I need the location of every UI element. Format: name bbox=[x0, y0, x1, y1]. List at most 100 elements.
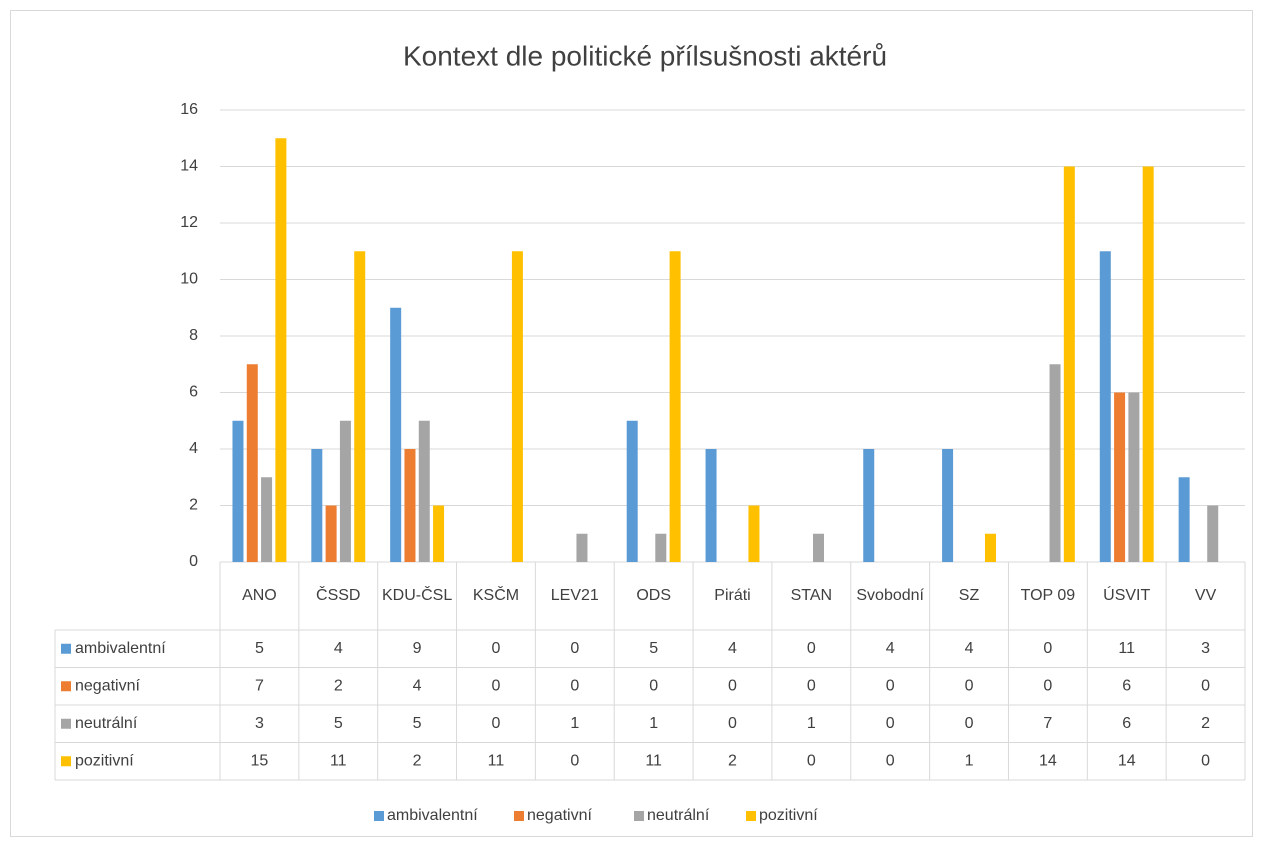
bar bbox=[655, 533, 667, 562]
table-cell: 0 bbox=[807, 752, 816, 769]
bar bbox=[339, 420, 351, 562]
table-cell: 0 bbox=[1201, 752, 1210, 769]
bar bbox=[390, 307, 402, 562]
table-cell: 11 bbox=[1118, 640, 1135, 657]
x-tick-label: Svobodní bbox=[856, 587, 924, 604]
table-cell: 0 bbox=[1043, 677, 1052, 694]
table-cell: 3 bbox=[255, 715, 264, 732]
table-cell: 6 bbox=[1122, 677, 1131, 694]
bar bbox=[863, 449, 875, 562]
y-tick-label: 12 bbox=[180, 214, 198, 231]
table-cell: 0 bbox=[570, 677, 579, 694]
table-cell: 1 bbox=[649, 715, 658, 732]
x-tick-label: ANO bbox=[242, 587, 277, 604]
bar bbox=[325, 505, 337, 562]
table-cell: 0 bbox=[728, 677, 737, 694]
table-cell: 0 bbox=[492, 640, 501, 657]
bar bbox=[1207, 505, 1219, 562]
y-tick-label: 4 bbox=[189, 440, 198, 457]
y-tick-label: 16 bbox=[180, 101, 198, 118]
table-cell: 0 bbox=[492, 677, 501, 694]
table-cell: 4 bbox=[334, 640, 343, 657]
table-cell: 2 bbox=[334, 677, 343, 694]
x-tick-label: ODS bbox=[636, 587, 671, 604]
table-legend-key bbox=[61, 718, 71, 729]
table-cell: 0 bbox=[886, 715, 895, 732]
table-cell: 2 bbox=[413, 752, 422, 769]
table-cell: 0 bbox=[807, 677, 816, 694]
table-cell: 0 bbox=[886, 752, 895, 769]
table-row-label: neutrální bbox=[75, 715, 138, 732]
y-tick-label: 2 bbox=[189, 497, 198, 514]
chart-title: Kontext dle politické přílsušnosti aktér… bbox=[403, 40, 887, 71]
bar bbox=[705, 449, 717, 562]
table-cell: 5 bbox=[255, 640, 264, 657]
bar bbox=[984, 533, 996, 562]
bar bbox=[311, 449, 323, 562]
table-cell: 3 bbox=[1201, 640, 1210, 657]
x-tick-label: ČSSD bbox=[316, 585, 360, 604]
table-cell: 11 bbox=[645, 752, 662, 769]
bar bbox=[576, 533, 588, 562]
y-tick-label: 8 bbox=[189, 327, 198, 344]
table-legend-key bbox=[61, 756, 71, 767]
table-cell: 0 bbox=[570, 752, 579, 769]
bar bbox=[275, 138, 287, 562]
bar bbox=[1128, 392, 1140, 562]
bar bbox=[246, 364, 258, 562]
legend-label: ambivalentní bbox=[387, 807, 478, 824]
x-tick-label: KSČM bbox=[473, 585, 519, 604]
table-cell: 11 bbox=[488, 752, 505, 769]
x-tick-label: KDU-ČSL bbox=[382, 585, 452, 604]
table-cell: 4 bbox=[728, 640, 737, 657]
table-cell: 0 bbox=[965, 715, 974, 732]
table-cell: 11 bbox=[330, 752, 347, 769]
table-cell: 0 bbox=[570, 640, 579, 657]
table-cell: 0 bbox=[807, 640, 816, 657]
table-cell: 0 bbox=[728, 715, 737, 732]
y-tick-label: 6 bbox=[189, 384, 198, 401]
table-cell: 4 bbox=[965, 640, 974, 657]
table-cell: 5 bbox=[413, 715, 422, 732]
table-legend-key bbox=[61, 643, 71, 654]
y-tick-label: 0 bbox=[189, 553, 198, 570]
bar bbox=[433, 505, 445, 562]
table-cell: 9 bbox=[413, 640, 422, 657]
bar bbox=[669, 251, 681, 562]
table-cell: 1 bbox=[570, 715, 579, 732]
bar bbox=[748, 505, 760, 562]
bar bbox=[1114, 392, 1126, 562]
x-tick-label: VV bbox=[1195, 587, 1217, 604]
bar bbox=[1178, 477, 1190, 562]
table-cell: 2 bbox=[728, 752, 737, 769]
bar bbox=[812, 533, 824, 562]
table-cell: 6 bbox=[1122, 715, 1131, 732]
table-cell: 14 bbox=[1118, 752, 1136, 769]
table-cell: 14 bbox=[1039, 752, 1057, 769]
bar bbox=[232, 420, 244, 562]
table-cell: 0 bbox=[492, 715, 501, 732]
table-cell: 1 bbox=[807, 715, 816, 732]
bar bbox=[354, 251, 366, 562]
bar bbox=[1099, 251, 1111, 562]
y-tick-label: 14 bbox=[180, 158, 198, 175]
legend-key bbox=[634, 811, 644, 821]
table-cell: 0 bbox=[886, 677, 895, 694]
table-cell: 4 bbox=[886, 640, 895, 657]
legend-key bbox=[374, 811, 384, 821]
bar bbox=[1049, 364, 1061, 562]
bar bbox=[1063, 166, 1075, 562]
legend-key bbox=[746, 811, 756, 821]
table-cell: 15 bbox=[251, 752, 269, 769]
legend-label: neutrální bbox=[647, 807, 710, 824]
table-cell: 2 bbox=[1201, 715, 1210, 732]
bar bbox=[261, 477, 273, 562]
table-cell: 7 bbox=[1043, 715, 1052, 732]
table-row-label: pozitivní bbox=[75, 752, 134, 769]
legend-label: negativní bbox=[527, 807, 592, 824]
table-row-label: ambivalentní bbox=[75, 640, 166, 657]
legend-key bbox=[514, 811, 524, 821]
y-tick-label: 10 bbox=[180, 271, 198, 288]
bar bbox=[1142, 166, 1154, 562]
table-cell: 4 bbox=[413, 677, 422, 694]
